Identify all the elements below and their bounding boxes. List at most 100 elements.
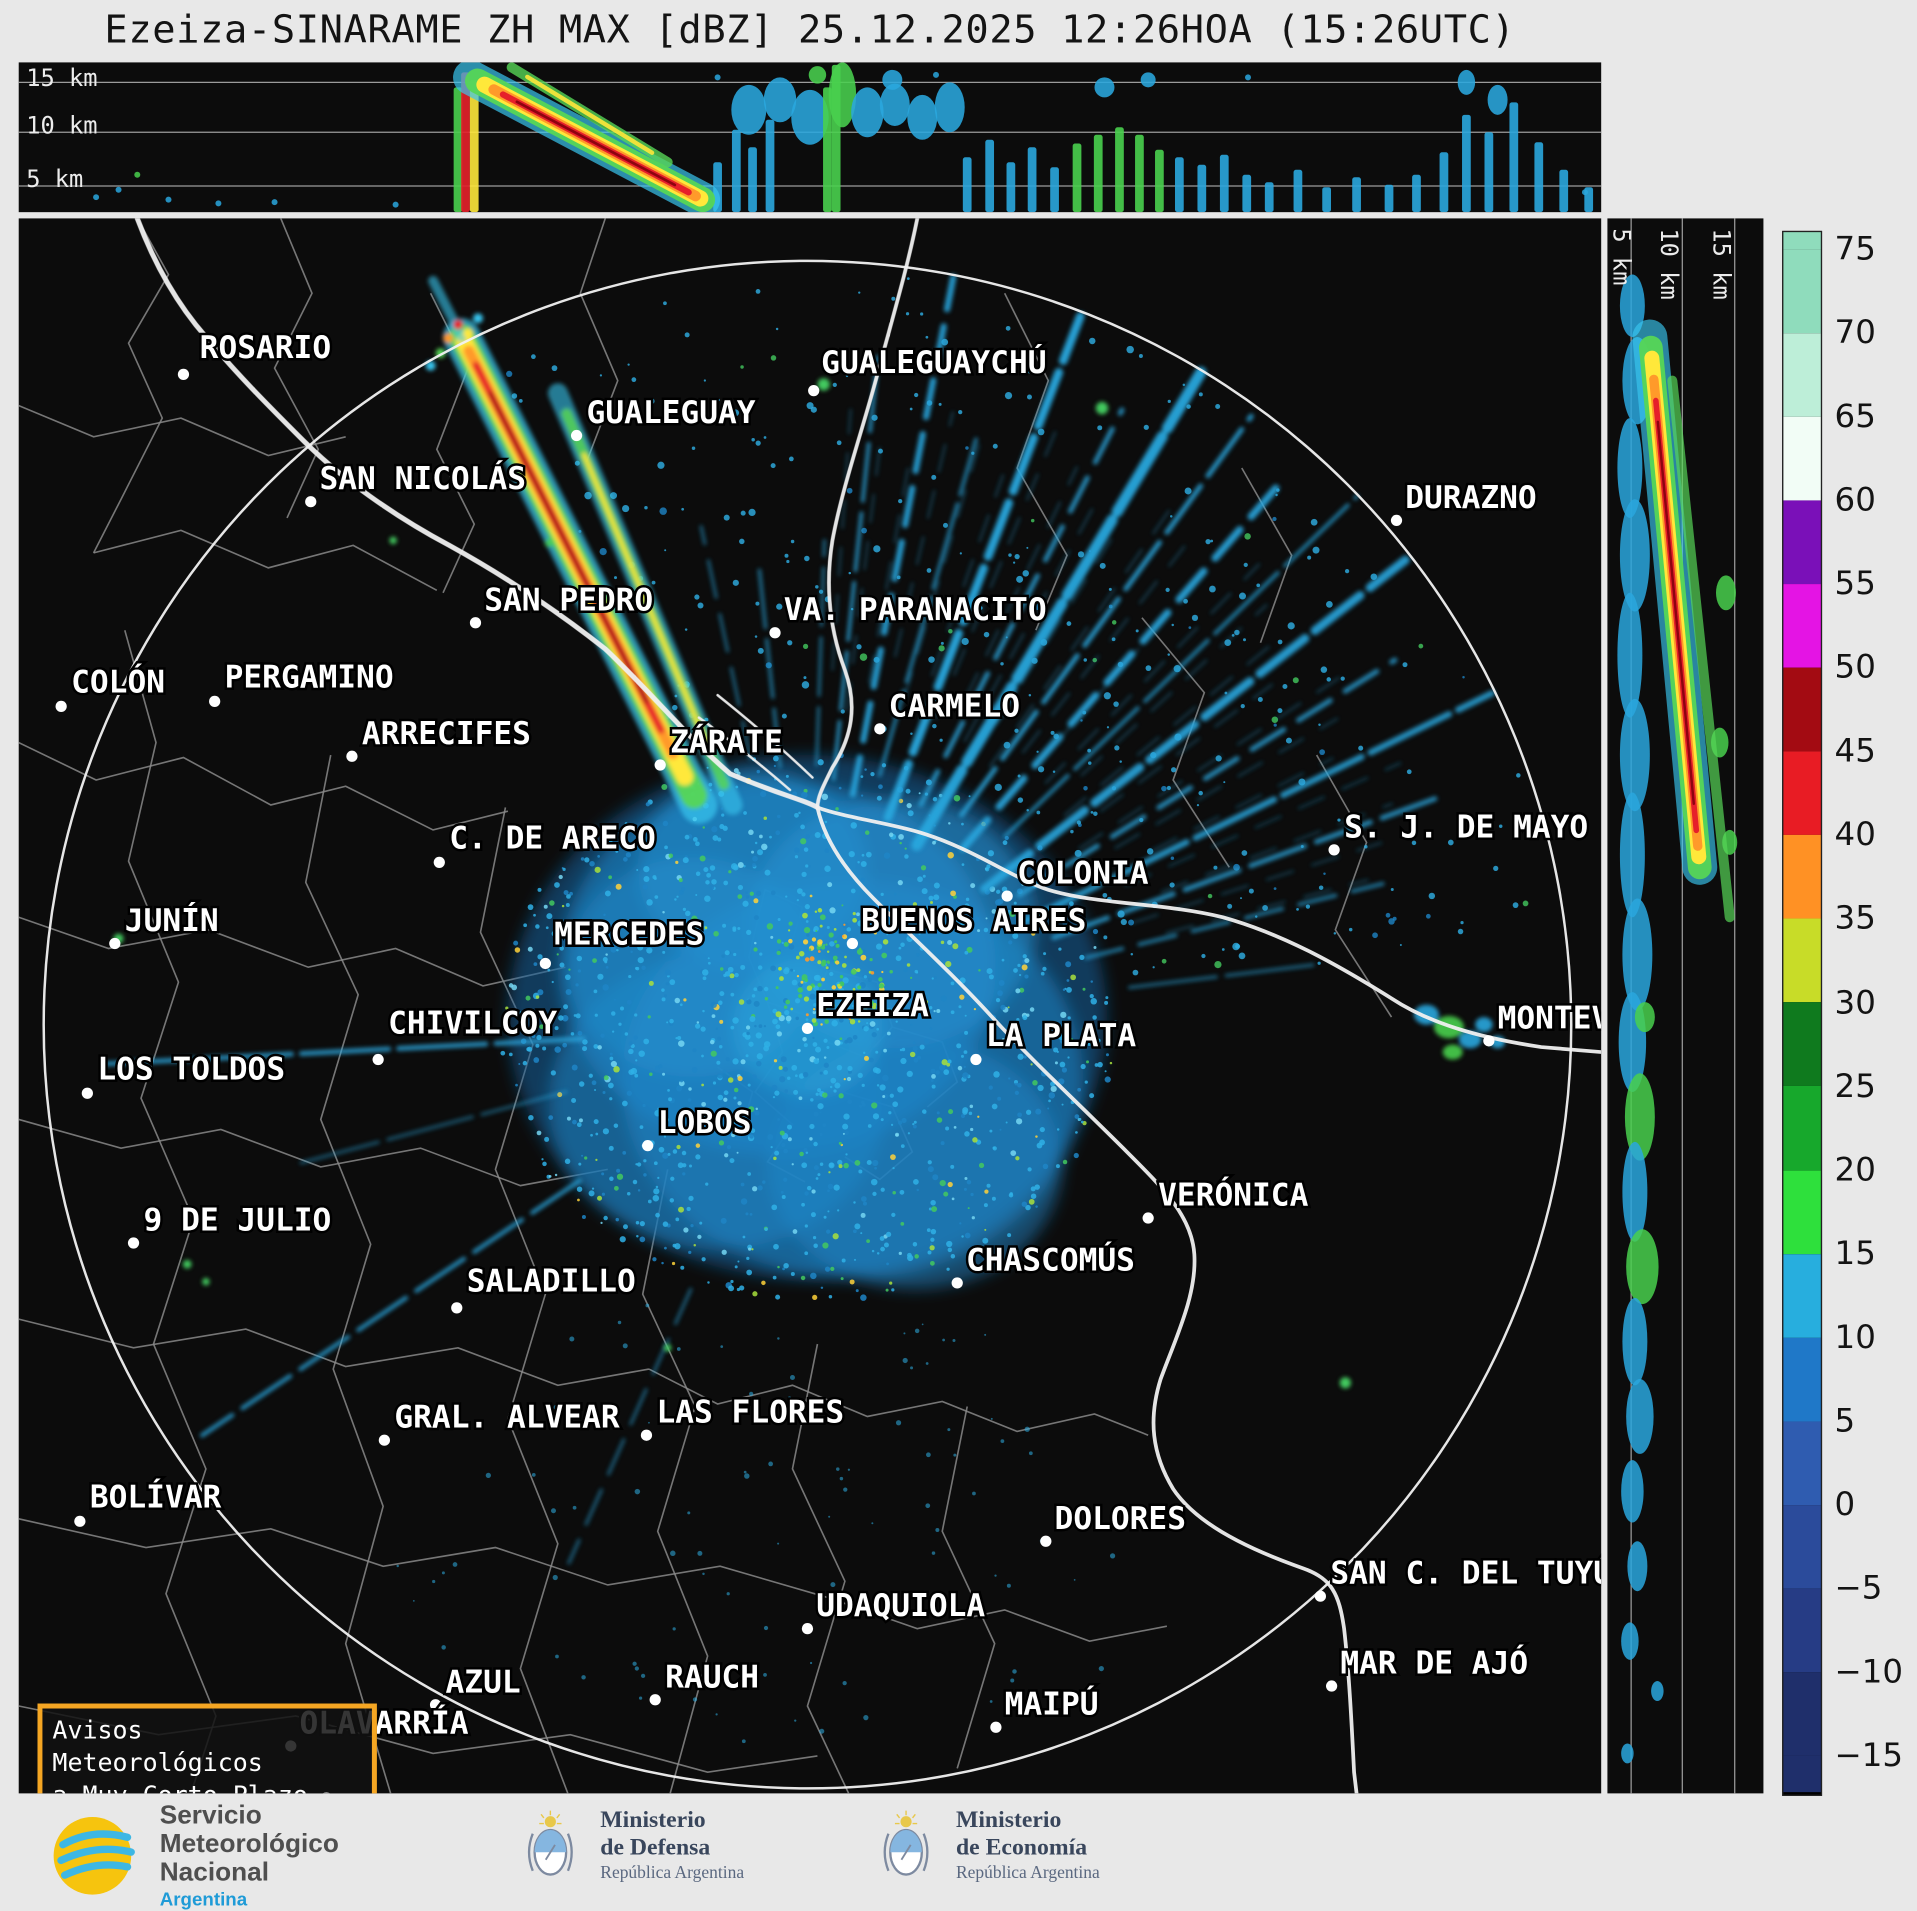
radar-map: ROSARIO GUALEGUAYCHÚ GUALEGUAY SAN NICOLÁS D…	[18, 218, 1602, 1794]
storm-streak	[113, 275, 1506, 1389]
colorbar-band	[1783, 333, 1821, 417]
city-dot	[55, 700, 67, 712]
city-label: LA PLATA	[986, 1018, 1136, 1054]
smn-sun-icon	[53, 1817, 135, 1895]
alert-status-dot	[320, 1792, 332, 1794]
city-dot	[1483, 1035, 1495, 1047]
city-dot	[951, 1277, 963, 1289]
colorbar-tick: 15	[1834, 1235, 1876, 1273]
smn-logo-block: Servicio Meteorológico Nacional Argentin…	[50, 1801, 339, 1911]
height-axis-label: 15 km	[26, 64, 98, 93]
city-dot	[570, 429, 583, 442]
rivers-coastline	[134, 218, 1602, 1794]
city-label: AZUL	[446, 1664, 521, 1700]
alert-box[interactable]: Avisos Meteorológicos a Muy Corto Plazo	[37, 1703, 377, 1794]
colorbar-band	[1783, 1672, 1821, 1756]
city-dot	[177, 368, 190, 381]
city-dot	[539, 957, 551, 970]
economia-line2: de Economía	[955, 1833, 1088, 1861]
colorbar-tick: 40	[1834, 816, 1876, 855]
colorbar-band	[1783, 1421, 1821, 1505]
city-dot	[769, 627, 781, 639]
city-dot	[372, 1053, 384, 1066]
city-label: ZÁRATE	[670, 723, 783, 761]
colorbar-bands	[1783, 232, 1821, 1792]
city-label: RAUCH	[665, 1659, 759, 1695]
defensa-text: Ministerio de Defensa República Argentin…	[600, 1807, 744, 1885]
city-dot	[1328, 844, 1340, 856]
city-dot	[74, 1515, 86, 1527]
colorbar-tick: 45	[1834, 732, 1876, 771]
colorbar-tick: 20	[1834, 1151, 1876, 1189]
city-dot	[808, 385, 820, 397]
city-label: GRAL. ALVEAR	[394, 1400, 620, 1436]
city-dot	[846, 937, 858, 950]
top-cross-section-plot	[18, 62, 1602, 213]
city-label: LAS FLORES	[656, 1395, 844, 1431]
colorbar-tick: −10	[1834, 1653, 1904, 1691]
economia-line1: Ministerio	[955, 1806, 1062, 1833]
colorbar-band	[1783, 500, 1821, 585]
colorbar-band	[1783, 416, 1821, 501]
city-label: VA. PARANACITO	[784, 592, 1047, 628]
smn-line4: Argentina	[159, 1889, 248, 1911]
city-label: LOS TOLDOS	[97, 1052, 285, 1088]
coat-of-arms-icon	[883, 1810, 929, 1876]
colorbar-tick: −5	[1834, 1569, 1883, 1608]
city-dot	[1326, 1680, 1338, 1692]
city-label: SAN C. DEL TUYÚ	[1330, 1553, 1601, 1592]
colorbar-tick: 10	[1834, 1318, 1876, 1357]
colorbar-cap	[1783, 232, 1821, 250]
city-label: OLAVARRÍA	[300, 1703, 469, 1741]
colorbar-tick: 60	[1834, 481, 1876, 520]
defensa-line2: de Defensa	[600, 1833, 711, 1861]
city-dot	[81, 1087, 93, 1099]
defensa-line3: República Argentina	[600, 1864, 745, 1884]
city-label: C. DE ARECO	[449, 821, 656, 857]
colorbar-band	[1783, 1253, 1821, 1338]
height-axis-label: 10 km	[1654, 228, 1683, 300]
city-dot	[209, 695, 221, 707]
city-dot	[451, 1302, 463, 1314]
colorbar-band	[1783, 667, 1821, 752]
top-cross-section-panel: 15 km 10 km 5 km	[18, 62, 1602, 213]
colorbar-tick: 0	[1834, 1486, 1856, 1524]
colorbar-band	[1783, 835, 1821, 919]
colorbar-tick: 35	[1834, 900, 1876, 938]
colorbar-band	[1783, 584, 1821, 668]
city-label: CARMELO	[889, 688, 1020, 724]
colorbar-band	[1783, 249, 1821, 334]
city-label: EZEIZA	[816, 988, 929, 1024]
city-label: BOLÍVAR	[90, 1478, 222, 1516]
city-label: GUALEGUAYCHÚ	[821, 342, 1046, 381]
colorbar-tick: 70	[1834, 314, 1876, 352]
city-dot	[874, 723, 886, 735]
defensa-line1: Ministerio	[600, 1806, 706, 1833]
range-ring	[42, 259, 1573, 1790]
city-dot	[127, 1237, 140, 1249]
city-label: S. J. DE MAYO	[1344, 809, 1588, 845]
city-dot	[642, 1140, 654, 1152]
city-dot	[1142, 1212, 1154, 1224]
city-dot	[970, 1053, 982, 1066]
colorbar-band	[1783, 1588, 1821, 1673]
colorbar-band	[1783, 1002, 1821, 1087]
colorbar-band	[1783, 1170, 1821, 1254]
city-label: COLONIA	[1017, 856, 1149, 892]
city-label: UDAQUIOLA	[816, 1588, 985, 1624]
city-dot	[1040, 1535, 1052, 1547]
city-dot	[640, 1429, 653, 1441]
colorbar-tick: −15	[1834, 1737, 1904, 1775]
city-dot	[1390, 514, 1403, 527]
colorbar-tick: 55	[1834, 565, 1876, 604]
city-label: MAIPÚ	[1005, 1684, 1099, 1723]
city-label: MERCEDES	[554, 917, 704, 953]
height-axis-label: 15 km	[1707, 228, 1735, 300]
colorbar-tick: 30	[1834, 984, 1876, 1022]
city-dot	[654, 759, 666, 771]
city-label: COLÓN	[71, 662, 165, 701]
city-label: MAR DE AJÓ	[1340, 1643, 1528, 1682]
city-dot	[801, 1623, 814, 1635]
colorbar-band	[1783, 1337, 1821, 1422]
